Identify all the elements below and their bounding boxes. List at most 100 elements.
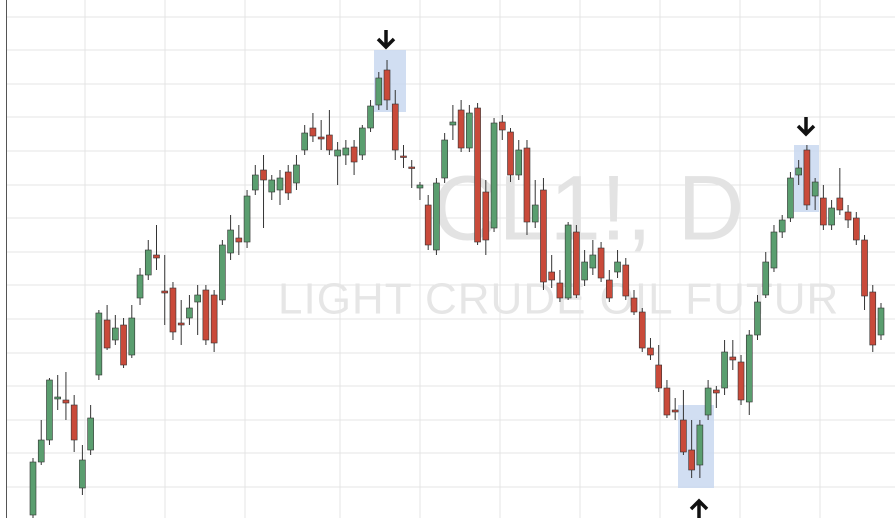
- candle-body: [383, 69, 391, 101]
- candle-body: [359, 127, 366, 156]
- candle-body: [869, 291, 877, 346]
- candle-body: [449, 121, 457, 126]
- candle-body: [647, 347, 654, 356]
- candle-body: [778, 219, 786, 233]
- candle-body: [770, 231, 778, 269]
- candle-body: [498, 121, 506, 131]
- candle-body: [787, 177, 794, 219]
- candle-body: [729, 356, 737, 361]
- candle-body: [37, 439, 45, 463]
- candle-body: [441, 139, 448, 179]
- candle-body: [350, 146, 358, 163]
- candle-body: [614, 261, 621, 273]
- candle-body: [260, 169, 267, 181]
- candle-body: [630, 297, 638, 313]
- candle-body: [62, 399, 70, 404]
- candle-body: [375, 77, 383, 106]
- candle-body: [194, 294, 201, 303]
- candle-body: [177, 322, 185, 326]
- candle-body: [276, 177, 284, 191]
- candle-body: [243, 195, 251, 243]
- candle-body: [655, 364, 663, 389]
- candle-body: [153, 254, 160, 259]
- candle-body: [284, 171, 292, 194]
- candle-body: [342, 147, 350, 156]
- candle-body: [301, 132, 308, 151]
- candle-body: [507, 131, 514, 176]
- candle-body: [367, 105, 374, 129]
- candle-body: [737, 361, 745, 401]
- candle-body: [490, 122, 498, 229]
- candle-body: [474, 107, 481, 243]
- candle-body: [144, 249, 152, 276]
- candle-body: [515, 149, 523, 176]
- candle-body: [754, 301, 761, 336]
- candle-body: [235, 237, 243, 243]
- candle-body: [688, 449, 695, 471]
- candle-body: [457, 109, 465, 149]
- candle-body: [531, 204, 539, 223]
- candle-body: [227, 229, 234, 254]
- candles: [29, 60, 885, 518]
- candle-body: [202, 289, 210, 341]
- candle-body: [70, 404, 78, 441]
- candle-body: [103, 319, 111, 349]
- candle-body: [408, 166, 416, 169]
- candle-body: [795, 167, 802, 176]
- candle-body: [556, 282, 564, 299]
- candle-body: [87, 417, 94, 451]
- candle-body: [548, 271, 555, 281]
- candle-body: [597, 247, 605, 279]
- arrow-down: [376, 30, 396, 50]
- candle-body: [400, 155, 407, 158]
- candle-body: [828, 207, 835, 226]
- candle-body: [112, 327, 119, 341]
- candle-body: [268, 179, 276, 193]
- candle-body: [161, 290, 169, 294]
- candle-body: [861, 239, 868, 297]
- candle-body: [251, 174, 259, 191]
- candle-body: [424, 204, 432, 246]
- candle-body: [416, 184, 424, 189]
- candle-body: [606, 279, 613, 299]
- candle-body: [391, 103, 399, 151]
- candle-body: [29, 461, 37, 516]
- candle-body: [853, 217, 860, 241]
- candle-body: [95, 312, 103, 376]
- candle-body: [309, 127, 317, 137]
- candle-body: [820, 197, 827, 226]
- candle-body: [589, 254, 597, 269]
- candle-body: [466, 112, 473, 149]
- candle-body: [433, 182, 440, 251]
- candle-body: [671, 409, 679, 413]
- candle-body: [581, 261, 588, 281]
- candle-body: [745, 334, 753, 403]
- candle-body: [721, 351, 728, 389]
- candle-body: [638, 311, 646, 349]
- candle-body: [573, 231, 580, 296]
- candle-body: [186, 307, 193, 319]
- candle-body: [136, 274, 144, 299]
- candle-body: [877, 307, 885, 336]
- arrow-up: [689, 498, 709, 518]
- candle-body: [326, 134, 333, 151]
- candle-body: [713, 389, 720, 394]
- candle-body: [564, 224, 572, 299]
- candle-body: [663, 387, 671, 416]
- candle-body: [317, 136, 325, 140]
- candle-body: [128, 317, 136, 356]
- candle-body: [836, 197, 844, 211]
- candle-body: [79, 459, 86, 489]
- candle-body: [762, 261, 770, 296]
- candle-body: [844, 211, 852, 221]
- candle-body: [482, 191, 490, 241]
- candle-body: [210, 294, 218, 344]
- candle-body: [803, 149, 811, 206]
- candle-body: [169, 287, 177, 333]
- arrow-down: [796, 117, 816, 137]
- candle-body: [523, 147, 531, 223]
- candle-body: [680, 419, 687, 453]
- candle-body: [540, 189, 547, 283]
- candle-body: [704, 387, 712, 416]
